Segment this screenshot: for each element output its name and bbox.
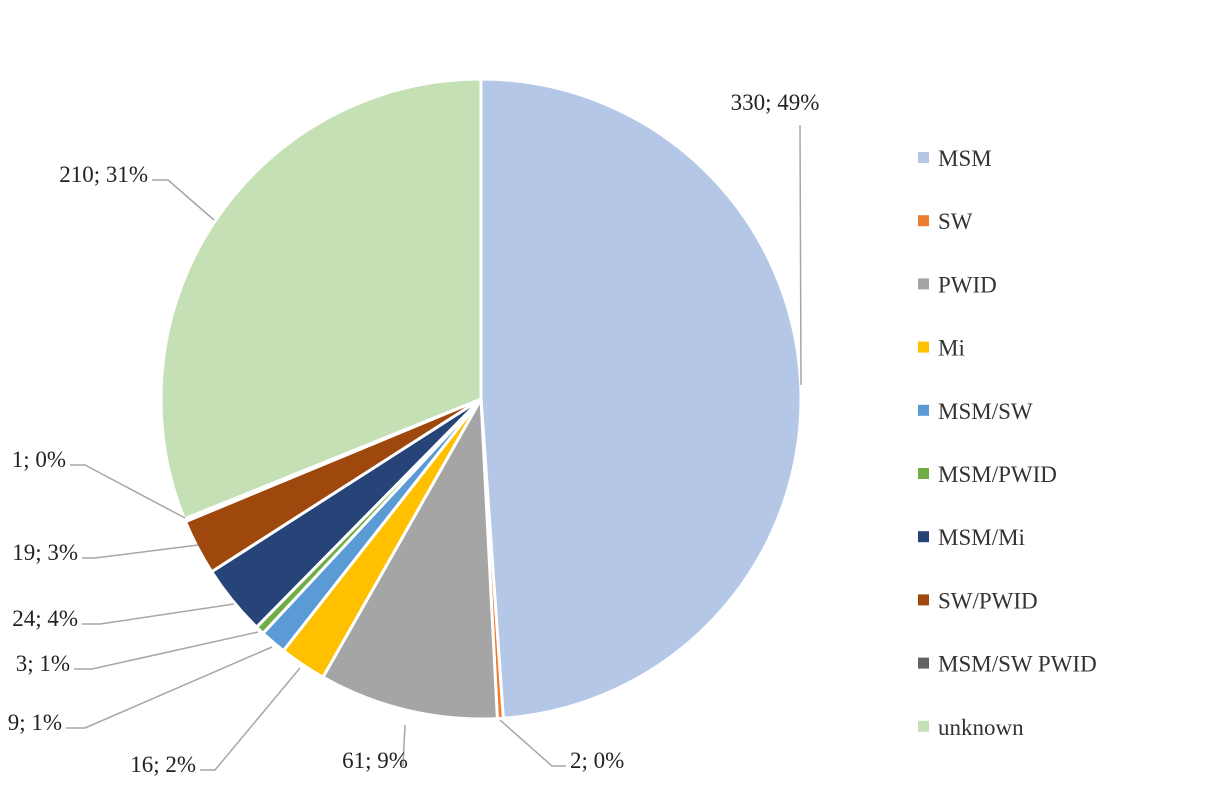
data-label-unknown: 210; 31% [59, 162, 148, 187]
legend-label-sw: SW [938, 209, 973, 234]
pie-slices [159, 77, 803, 721]
data-label-msm-sw: 9; 1% [8, 710, 62, 735]
data-label-msm: 330; 49% [731, 90, 820, 115]
legend-swatch-pwid [918, 278, 929, 290]
leader-line-msm-sw [66, 646, 273, 729]
legend-item-msm-sw-pwid: MSM/SW PWID [918, 652, 1097, 677]
legend-swatch-msm-pwid [918, 468, 929, 479]
legend-swatch-mi [918, 341, 929, 353]
legend-item-sw: SW [918, 209, 973, 234]
legend-label-msm: MSM [938, 146, 992, 171]
legend-swatch-msm-sw-pwid [918, 657, 929, 669]
legend-item-msm-mi: MSM/Mi [918, 525, 1025, 550]
legend-label-pwid: PWID [938, 272, 997, 297]
data-label-sw-pwid: 19; 3% [12, 540, 78, 565]
pie-slice-msm [479, 77, 803, 720]
legend-label-mi: Mi [938, 336, 965, 361]
legend-label-sw-pwid: SW/PWID [938, 588, 1038, 613]
legend-swatch-unknown [918, 720, 929, 732]
data-label-pwid: 61; 9% [342, 748, 408, 773]
leader-lines [66, 124, 802, 771]
data-label-msm-mi: 24; 4% [12, 606, 78, 631]
leader-line-msm-pwid [74, 631, 259, 670]
legend-item-pwid: PWID [918, 272, 997, 297]
legend-swatch-msm-sw [918, 404, 929, 416]
legend-label-msm-sw-pwid: MSM/SW PWID [938, 652, 1097, 677]
leader-line-mi [200, 667, 301, 771]
leader-line-msm-mi [82, 603, 235, 625]
legend-item-sw-pwid: SW/PWID [918, 588, 1038, 613]
pie-slice-unknown [159, 77, 483, 521]
legend-swatch-sw [918, 215, 929, 227]
leader-line-sw [499, 719, 566, 767]
leader-line-sw-pwid [82, 544, 199, 559]
legend-swatch-msm-mi [918, 531, 929, 543]
data-label-msm-sw-pwid: 1; 0% [12, 447, 66, 472]
pie-slice-pwid [320, 393, 499, 721]
legend-item-msm: MSM [918, 146, 992, 171]
leader-line-pwid [402, 724, 406, 767]
legend-item-msm-pwid: MSM/PWID [918, 462, 1057, 487]
legend-label-msm-mi: MSM/Mi [938, 525, 1025, 550]
legend-swatch-sw-pwid [918, 594, 929, 606]
data-label-mi: 16; 2% [130, 752, 196, 777]
data-labels: 330; 49% 2; 0% 61; 9% 16; 2% 9; 1% 3; 1% 24; 4… [8, 90, 820, 777]
legend-item-msm-sw: MSM/SW [918, 399, 1033, 424]
data-label-msm-pwid: 3; 1% [16, 651, 70, 676]
leader-line-msm-sw-pwid [70, 464, 186, 519]
legend-item-unknown: unknown [918, 715, 1024, 740]
legend-label-unknown: unknown [938, 715, 1024, 740]
leader-line-unknown [152, 179, 215, 221]
leader-line-msm [799, 124, 802, 386]
data-label-sw: 2; 0% [570, 748, 624, 773]
legend-item-mi: Mi [918, 336, 965, 361]
legend-swatch-msm [918, 152, 929, 163]
legend-label-msm-pwid: MSM/PWID [938, 462, 1057, 487]
legend: MSM SW PWID Mi MSM/SW MSM/PWID MSM/Mi SW/PWID MS… [918, 146, 1097, 740]
legend-label-msm-sw: MSM/SW [938, 399, 1033, 424]
